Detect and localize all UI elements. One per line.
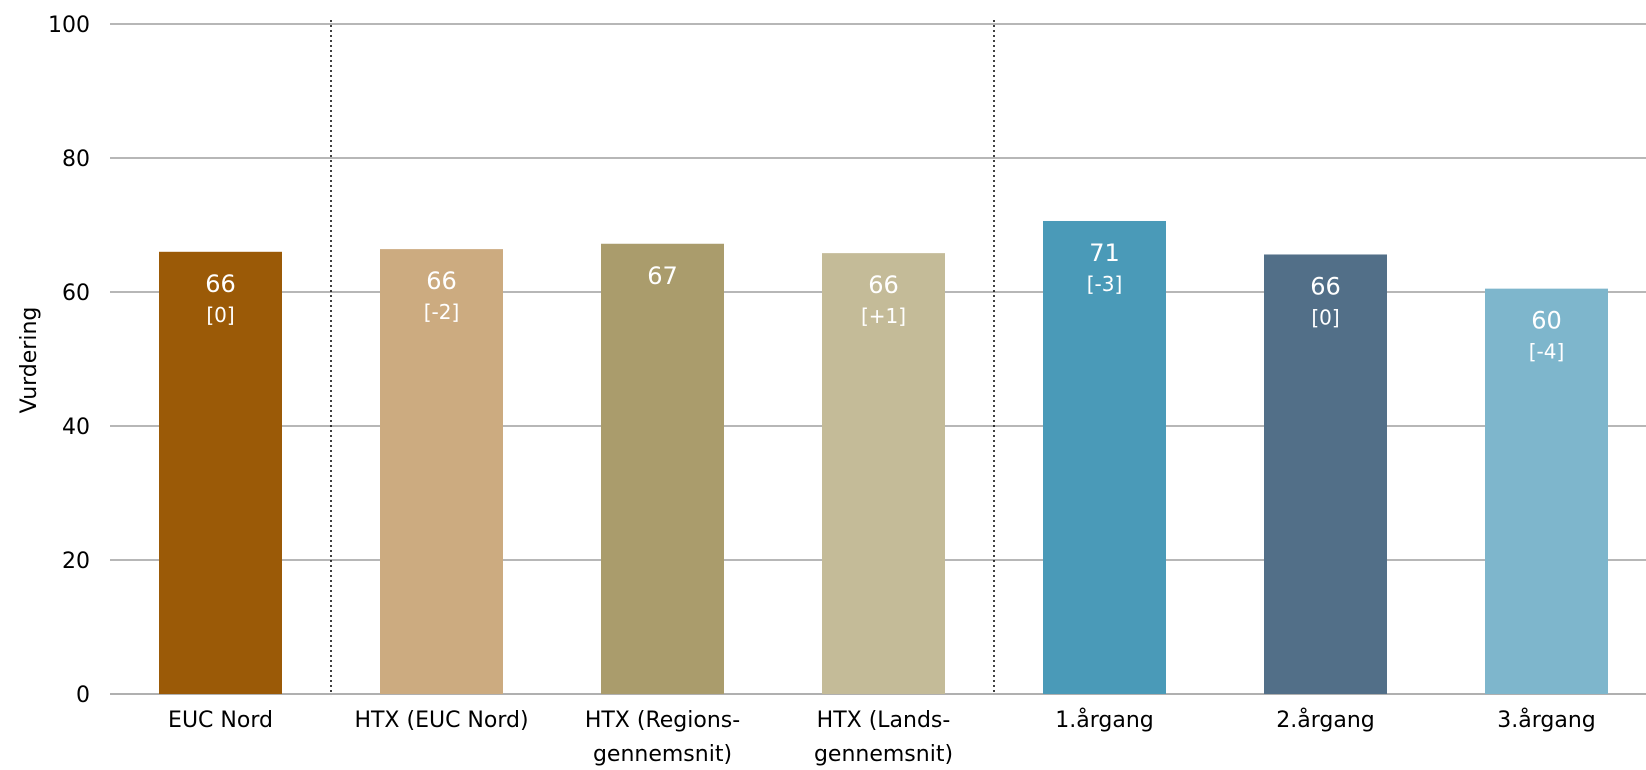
bar-value-label: 60 xyxy=(1531,307,1562,335)
y-tick-label: 100 xyxy=(48,13,90,38)
bar xyxy=(822,253,945,694)
x-category-label: HTX (Lands- xyxy=(817,708,951,733)
x-category-label: EUC Nord xyxy=(168,708,273,733)
bar xyxy=(1485,288,1608,694)
group-dividers xyxy=(330,20,995,694)
y-tick-label: 20 xyxy=(62,549,90,574)
y-axis-label: Vurdering xyxy=(17,307,42,414)
bar-delta-label: [-4] xyxy=(1529,340,1565,364)
bar-delta-label: [-3] xyxy=(1087,272,1123,296)
x-category-label: HTX (Regions- xyxy=(585,708,740,733)
bar xyxy=(159,251,282,695)
y-tick-label: 60 xyxy=(62,281,90,306)
bar-value-label: 71 xyxy=(1089,239,1120,267)
bars xyxy=(159,220,1608,695)
x-category-label: 3.årgang xyxy=(1497,707,1595,733)
bar-delta-label: [0] xyxy=(206,303,234,327)
bar xyxy=(1264,254,1387,695)
bar-delta-label: [-2] xyxy=(424,300,460,324)
x-category-label: 2.årgang xyxy=(1276,707,1374,733)
bar xyxy=(1043,220,1166,695)
bar-labels: 66 [0] 66 [-2] 67 66 [+1] 71 [-3] 66 [0] 60 [-4] xyxy=(205,239,1564,364)
x-axis-categories: EUC Nord HTX (EUC Nord) HTX (Regions-genne… xyxy=(168,707,1596,767)
bar-value-label: 66 xyxy=(868,271,899,299)
x-category-label: gennemsnit) xyxy=(593,742,732,767)
bar-value-label: 66 xyxy=(426,267,457,295)
bar xyxy=(601,243,724,694)
y-tick-label: 40 xyxy=(62,415,90,440)
x-category-label: HTX (EUC Nord) xyxy=(354,708,528,733)
bar-value-label: 66 xyxy=(1310,272,1341,300)
y-tick-label: 0 xyxy=(76,683,90,708)
bar-delta-label: [+1] xyxy=(861,304,906,328)
bar-delta-label: [0] xyxy=(1311,305,1339,329)
x-category-label: gennemsnit) xyxy=(814,742,953,767)
y-tick-label: 80 xyxy=(62,147,90,172)
bar-value-label: 67 xyxy=(647,262,678,290)
y-axis-ticks: 0 20 40 60 80 100 xyxy=(48,13,90,708)
x-category-label: 1.årgang xyxy=(1055,707,1153,733)
bar-value-label: 66 xyxy=(205,270,236,298)
bar xyxy=(380,249,503,694)
